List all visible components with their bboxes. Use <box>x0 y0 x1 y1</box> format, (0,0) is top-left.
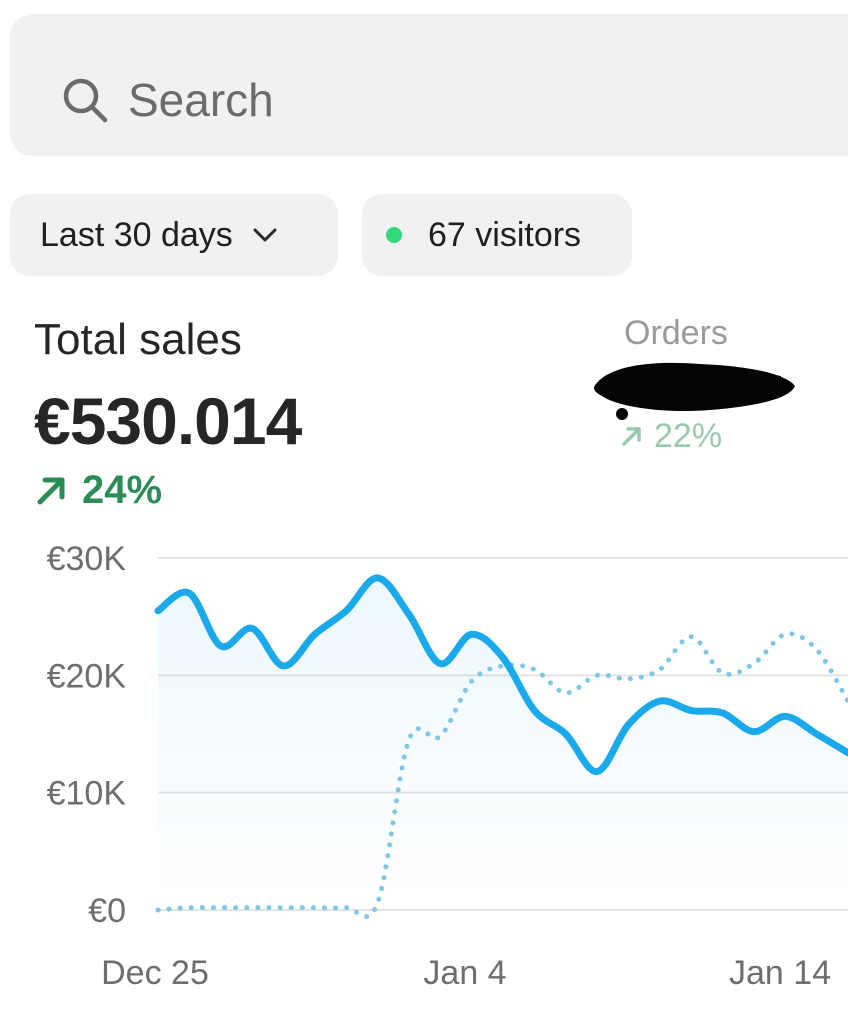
orders-change: 22% <box>620 416 722 456</box>
visitors-badge[interactable]: 67 visitors <box>362 194 632 276</box>
search-input[interactable]: Search <box>128 74 274 126</box>
date-range-label: Last 30 days <box>40 215 233 254</box>
redaction-scribble <box>594 362 795 420</box>
total-sales-change: 24% <box>34 466 162 514</box>
sales-series-line <box>154 574 848 776</box>
search-icon <box>63 78 108 123</box>
search-bar[interactable]: Search <box>10 14 848 156</box>
orders-change-value: 22% <box>654 417 723 455</box>
arrow-up-right-icon <box>37 477 65 505</box>
x-tick-label: Jan 14 <box>729 954 831 992</box>
chevron-down-icon <box>253 228 277 242</box>
live-status-dot <box>386 227 402 243</box>
visitors-label: 67 visitors <box>428 215 582 254</box>
arrow-up-right-icon <box>622 427 641 446</box>
y-tick-label: €0 <box>88 892 126 930</box>
x-tick-label: Dec 25 <box>101 954 209 992</box>
date-range-dropdown[interactable]: Last 30 days <box>10 194 338 276</box>
orders-title[interactable]: Orders <box>624 314 728 352</box>
total-sales-change-value: 24% <box>82 468 163 512</box>
y-tick-label: €20K <box>47 657 127 695</box>
sales-area <box>158 577 848 910</box>
x-tick-label: Jan 4 <box>423 954 506 992</box>
y-tick-label: €30K <box>47 540 127 578</box>
sales-chart[interactable]: €30K €20K €10K €0 Dec 25 Jan 4 Jan 14 <box>0 530 848 1010</box>
total-sales-title[interactable]: Total sales <box>34 315 242 364</box>
total-sales-value: €530.014 <box>34 384 302 458</box>
y-tick-label: €10K <box>47 775 127 813</box>
comparison-series-line <box>155 631 848 919</box>
